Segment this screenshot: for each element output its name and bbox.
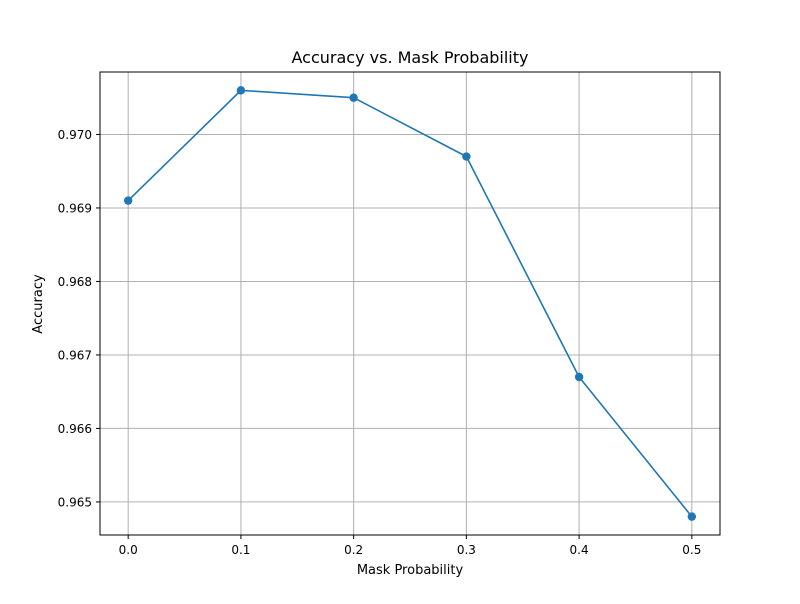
y-tick-label: 0.965 xyxy=(58,495,92,509)
data-point xyxy=(123,196,133,205)
x-tick-label: 0.1 xyxy=(231,543,250,557)
series-layer xyxy=(123,86,697,521)
y-axis-label: Accuracy xyxy=(31,274,46,334)
y-tick-label: 0.970 xyxy=(58,128,92,142)
x-axis-ticks: 0.0 0.1 0.2 0.3 0.4 0.5 xyxy=(119,535,701,557)
x-tick-label: 0.3 xyxy=(457,543,476,557)
x-tick-label: 0.2 xyxy=(344,543,363,557)
data-point xyxy=(349,93,358,102)
y-axis-ticks: 0.965 0.966 0.967 0.968 0.969 0.970 xyxy=(58,128,100,509)
x-axis-label: Mask Probability xyxy=(357,563,464,578)
data-point xyxy=(574,372,584,382)
x-tick-label: 0.5 xyxy=(682,543,701,557)
data-point xyxy=(462,152,471,161)
y-tick-label: 0.968 xyxy=(58,275,92,289)
y-tick-label: 0.967 xyxy=(58,348,92,362)
plot-frame xyxy=(99,71,721,536)
series-line xyxy=(127,89,693,518)
y-tick-label: 0.966 xyxy=(58,422,92,436)
data-point xyxy=(687,512,697,521)
data-point xyxy=(236,86,246,95)
x-tick-label: 0.4 xyxy=(570,543,589,557)
x-tick-label: 0.0 xyxy=(119,543,138,557)
chart-title: Accuracy vs. Mask Probability xyxy=(292,48,529,67)
y-tick-label: 0.969 xyxy=(58,201,92,215)
grid xyxy=(100,72,720,535)
